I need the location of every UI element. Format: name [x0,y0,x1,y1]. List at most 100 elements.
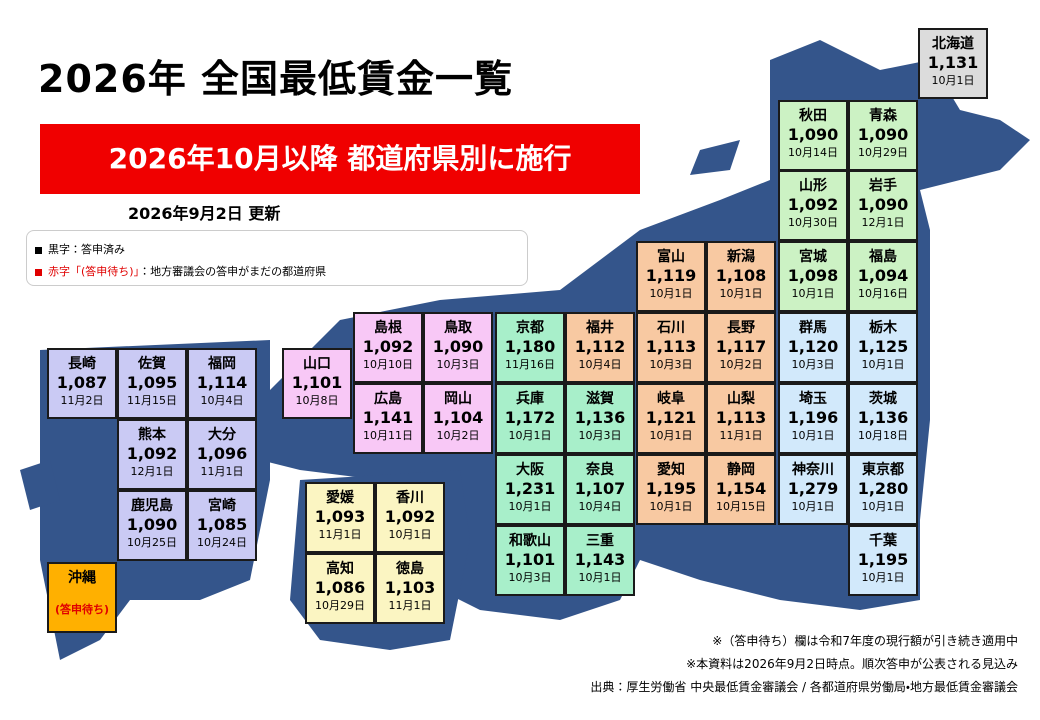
effective-date: 10月1日 [931,74,975,87]
minimum-wage: 1,121 [645,408,697,427]
prefecture-cell: 香川 1,092 10月1日 [375,482,445,553]
effective-date: 10月3日 [508,571,552,584]
legend-text: 黒字：答申済み [48,243,125,256]
effective-date: 10月4日 [200,394,244,407]
minimum-wage: 1,085 [196,515,248,534]
minimum-wage: 1,279 [787,479,839,498]
minimum-wage: 1,090 [857,195,909,214]
effective-date: 10月11日 [363,429,413,442]
minimum-wage: 1,114 [196,373,248,392]
prefecture-name: 沖縄 [68,570,96,586]
prefecture-name: 石川 [657,320,685,336]
minimum-wage: 1,231 [504,479,556,498]
effective-date: 11月15日 [127,394,177,407]
minimum-wage: 1,112 [574,337,626,356]
prefecture-cell: 福井 1,112 10月4日 [565,312,635,383]
effective-date: 10月1日 [719,287,763,300]
prefecture-cell: 奈良 1,107 10月4日 [565,454,635,525]
prefecture-cell: 大分 1,096 11月1日 [187,419,257,490]
minimum-wage: 1,113 [715,408,767,427]
prefecture-cell: 栃木 1,125 10月1日 [848,312,918,383]
minimum-wage: 1,131 [927,53,979,72]
title: 2026年 全国最低賃金一覧 [38,57,513,101]
prefecture-name: 千葉 [869,533,897,549]
prefecture-cell: 愛知 1,195 10月1日 [636,454,706,525]
prefecture-name: 秋田 [799,108,827,124]
legend: 黒字：答申済み 赤字「(答申待ち)」：地方審議会の答申がまだの都道府県 [26,230,528,286]
effective-date: 10月25日 [127,536,177,549]
prefecture-name: 佐賀 [138,356,166,372]
prefecture-name: 三重 [586,533,614,549]
prefecture-name: 熊本 [138,427,166,443]
prefecture-cell: 宮城 1,098 10月1日 [778,241,848,312]
prefecture-cell: 茨城 1,136 10月18日 [848,383,918,454]
minimum-wage: 1,195 [645,479,697,498]
legend-row: 黒字：答申済み [35,241,125,257]
legend-row: 赤字「(答申待ち)」：地方審議会の答申がまだの都道府県 [35,263,326,279]
effective-date: 10月2日 [436,429,480,442]
prefecture-name: 福岡 [208,356,236,372]
minimum-wage: 1,101 [291,373,343,392]
prefecture-name: 大分 [208,427,236,443]
prefecture-cell: 鳥取 1,090 10月3日 [423,312,493,383]
effective-date: 10月29日 [315,599,365,612]
effective-date: 10月3日 [649,358,693,371]
prefecture-name: 東京都 [862,462,904,478]
prefecture-cell: 和歌山 1,101 10月3日 [495,525,565,596]
prefecture-name: 島根 [374,320,402,336]
effective-date: 10月1日 [649,429,693,442]
prefecture-cell: 高知 1,086 10月29日 [305,553,375,624]
prefecture-cell: 秋田 1,090 10月14日 [778,100,848,171]
minimum-wage: 1,103 [384,578,436,597]
prefecture-name: 福島 [869,249,897,265]
effective-date: 10月10日 [363,358,413,371]
minimum-wage: 1,119 [645,266,697,285]
prefecture-name: 神奈川 [792,462,834,478]
prefecture-name: 新潟 [727,249,755,265]
prefecture-name: 奈良 [586,462,614,478]
minimum-wage: 1,092 [787,195,839,214]
prefecture-name: 徳島 [396,561,424,577]
prefecture-cell: 静岡 1,154 10月15日 [706,454,776,525]
minimum-wage: 1,096 [196,444,248,463]
minimum-wage: 1,117 [715,337,767,356]
legend-text: 赤字「(答申待ち)」 [48,265,140,278]
prefecture-cell: 石川 1,113 10月3日 [636,312,706,383]
effective-date: 11月16日 [505,358,555,371]
prefecture-cell: 山口 1,101 10月8日 [282,348,352,419]
prefecture-name: 山形 [799,178,827,194]
minimum-wage: 1,093 [314,507,366,526]
effective-date: 11月1日 [719,429,763,442]
effective-date: 11月2日 [60,394,104,407]
prefecture-cell: 神奈川 1,279 10月1日 [778,454,848,525]
prefecture-name: 静岡 [727,462,755,478]
prefecture-cell: 三重 1,143 10月1日 [565,525,635,596]
prefecture-name: 高知 [326,561,354,577]
prefecture-cell: 広島 1,141 10月11日 [353,383,423,454]
minimum-wage: 1,125 [857,337,909,356]
minimum-wage: 1,136 [857,408,909,427]
prefecture-name: 兵庫 [516,391,544,407]
effective-date: 11月1日 [200,465,244,478]
prefecture-name: 茨城 [869,391,897,407]
legend-marker [35,268,42,276]
effective-date: 10月1日 [578,571,622,584]
effective-date: 10月1日 [791,287,835,300]
effective-date: 10月4日 [578,358,622,371]
prefecture-cell: 大阪 1,231 10月1日 [495,454,565,525]
minimum-wage: 1,120 [787,337,839,356]
effective-date: 10月16日 [858,287,908,300]
minimum-wage: 1,090 [432,337,484,356]
prefecture-cell: 長野 1,117 10月2日 [706,312,776,383]
minimum-wage: 1,101 [504,550,556,569]
minimum-wage: 1,090 [857,125,909,144]
prefecture-cell: 富山 1,119 10月1日 [636,241,706,312]
minimum-wage: 1,090 [126,515,178,534]
prefecture-name: 京都 [516,320,544,336]
effective-date: 10月1日 [649,287,693,300]
prefecture-cell: 宮崎 1,085 10月24日 [187,490,257,561]
prefecture-name: 鹿児島 [131,498,173,514]
effective-date: 12月1日 [130,465,174,478]
minimum-wage: 1,195 [857,550,909,569]
effective-date: 10月24日 [197,536,247,549]
